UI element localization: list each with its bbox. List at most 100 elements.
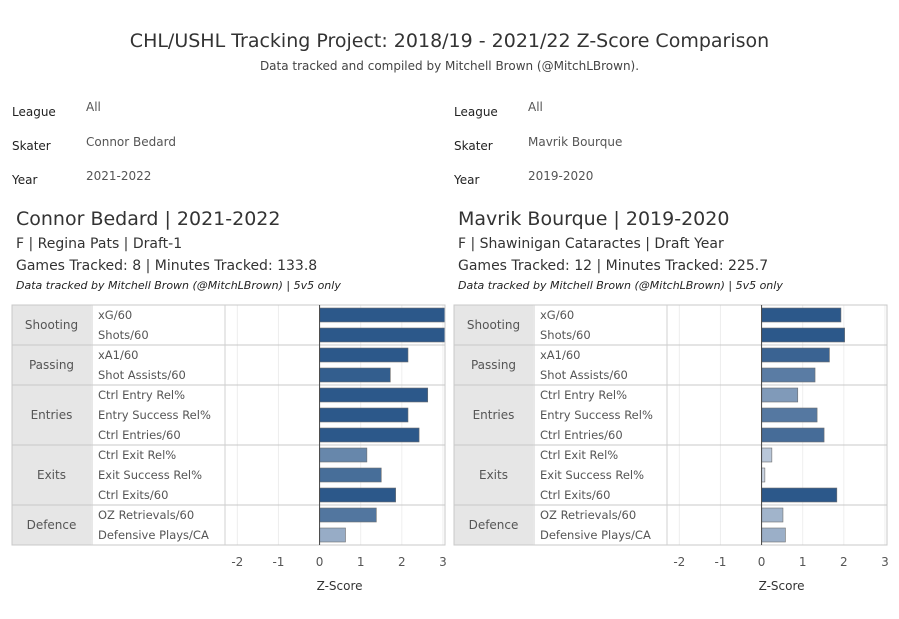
x-tick-label: 0 [316,555,324,569]
metric-label: Shots/60 [540,328,591,342]
skater-filter-label-right: Skater [454,139,493,153]
bar [319,347,409,363]
chart-subtitle: Data tracked and compiled by Mitchell Br… [259,59,640,73]
metric-label: Shot Assists/60 [98,368,186,382]
category-label: Defence [27,518,77,532]
bar [319,487,396,503]
category-label: Shooting [25,318,78,332]
metric-label: Exit Success Rel% [540,468,644,482]
league-filter-right[interactable]: All [528,100,543,114]
x-tick-label: -2 [673,555,685,569]
bar [761,407,818,423]
metric-label: Entry Success Rel% [540,408,653,422]
category-label: Entries [473,408,515,422]
metric-label: Shot Assists/60 [540,368,628,382]
category-cell [12,445,91,505]
category-label: Exits [479,468,508,482]
category-label: Exits [37,468,66,482]
metric-label: Shots/60 [98,328,149,342]
bar [761,447,773,463]
category-cell [454,505,533,545]
category-label: Defence [469,518,519,532]
x-axis-label: Z-Score [759,579,805,593]
metric-label: Ctrl Exits/60 [540,488,610,502]
x-tick-label: -1 [714,555,726,569]
x-tick-label: 3 [439,555,447,569]
x-tick-label: 0 [758,555,766,569]
metric-label: xA1/60 [540,348,581,362]
metric-label: Ctrl Entry Rel% [98,388,185,402]
metric-label: Exit Success Rel% [98,468,202,482]
league-filter-label-left: League [12,105,56,119]
chart-title: CHL/USHL Tracking Project: 2018/19 - 202… [129,30,770,52]
x-tick-label: -1 [272,555,284,569]
year-filter-label-right: Year [454,173,480,187]
metric-label: Ctrl Exit Rel% [540,448,618,462]
year-filter-left[interactable]: 2021-2022 [86,169,152,183]
metric-label: OZ Retrievals/60 [540,508,636,522]
player-games-right: Games Tracked: 12 | Minutes Tracked: 225… [458,258,769,274]
bar [761,487,838,503]
bar [319,507,377,523]
category-cell [454,385,533,445]
bar [761,527,786,543]
metric-label: OZ Retrievals/60 [98,508,194,522]
category-label: Entries [31,408,73,422]
metric-label: xA1/60 [98,348,139,362]
x-tick-label: 2 [398,555,406,569]
category-label: Shooting [467,318,520,332]
metric-label: xG/60 [540,308,574,322]
player-note-right: Data tracked by Mitchell Brown (@MitchLB… [458,279,783,292]
metric-label: xG/60 [98,308,132,322]
metric-label: Ctrl Entries/60 [540,428,623,442]
player-name-left: Connor Bedard | 2021-2022 [16,208,281,230]
metric-label: Defensive Plays/CA [98,528,209,542]
skater-filter-left[interactable]: Connor Bedard [86,135,176,149]
bar [319,367,391,383]
league-filter-left[interactable]: All [86,100,101,114]
bar [761,387,799,403]
chart-frame [453,304,888,546]
metric-label: Ctrl Exits/60 [98,488,168,502]
skater-filter-right[interactable]: Mavrik Bourque [528,135,623,149]
metric-label: Ctrl Exit Rel% [98,448,176,462]
player-info-right: F | Shawinigan Cataractes | Draft Year [458,236,724,252]
bar [761,327,845,343]
metric-label: Ctrl Entries/60 [98,428,181,442]
category-cell [12,345,91,385]
x-tick-label: 3 [881,555,889,569]
bar [319,307,446,323]
category-label: Passing [471,358,516,372]
x-tick-label: 1 [357,555,365,569]
bar [319,527,346,543]
bar [761,307,842,323]
bar [761,427,825,443]
bar [761,367,816,383]
metric-label: Defensive Plays/CA [540,528,651,542]
category-cell [12,305,91,345]
bar [319,407,409,423]
x-tick-label: 2 [840,555,848,569]
player-games-left: Games Tracked: 8 | Minutes Tracked: 133.… [16,258,318,274]
category-cell [12,385,91,445]
player-info-left: F | Regina Pats | Draft-1 [16,236,183,252]
skater-filter-label-left: Skater [12,139,51,153]
x-axis-label: Z-Score [317,579,363,593]
category-cell [454,305,533,345]
bar [319,467,382,483]
bar [319,447,368,463]
category-label: Passing [29,358,74,372]
x-tick-label: 1 [799,555,807,569]
player-name-right: Mavrik Bourque | 2019-2020 [458,208,730,230]
bar [319,427,420,443]
bar [761,347,830,363]
league-filter-label-right: League [454,105,498,119]
year-filter-right[interactable]: 2019-2020 [528,169,594,183]
bar [319,327,446,343]
metric-label: Entry Success Rel% [98,408,211,422]
year-filter-label-left: Year [12,173,38,187]
bar [761,507,784,523]
category-cell [454,345,533,385]
category-cell [12,505,91,545]
